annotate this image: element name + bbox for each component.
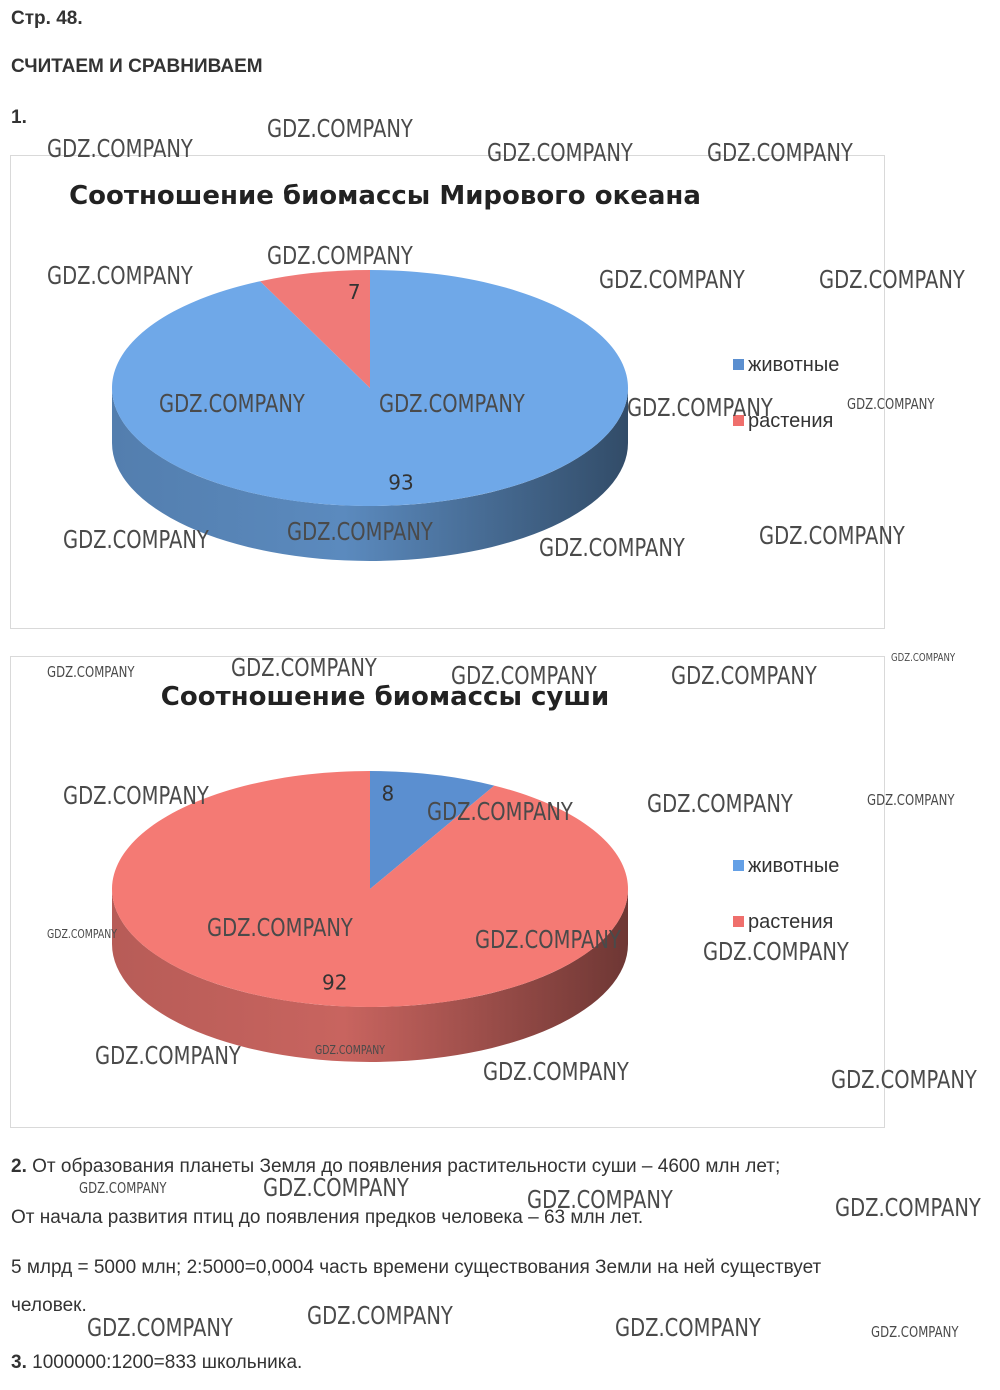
- watermark: GDZ.COMPANY: [207, 913, 353, 942]
- watermark: GDZ.COMPANY: [867, 791, 955, 809]
- watermark: GDZ.COMPANY: [871, 1323, 959, 1341]
- task-2-line-3: 5 млрд = 5000 млн; 2:5000=0,0004 часть в…: [11, 1257, 822, 1278]
- pie-slice-side: [112, 388, 628, 561]
- watermark: GDZ.COMPANY: [63, 525, 209, 554]
- watermark: GDZ.COMPANY: [475, 925, 621, 954]
- legend-label: растения: [748, 410, 833, 432]
- watermark: GDZ.COMPANY: [647, 789, 793, 818]
- watermark: GDZ.COMPANY: [315, 1043, 386, 1057]
- watermark: GDZ.COMPANY: [47, 663, 135, 681]
- watermark: GDZ.COMPANY: [451, 661, 597, 690]
- legend-label: животные: [748, 354, 839, 376]
- data-label: 92: [322, 971, 347, 995]
- watermark: GDZ.COMPANY: [483, 1057, 629, 1086]
- watermark: GDZ.COMPANY: [835, 1193, 981, 1222]
- watermark: GDZ.COMPANY: [159, 389, 305, 418]
- watermark: GDZ.COMPANY: [231, 653, 377, 682]
- task-3-line: 3. 1000000:1200=833 школьника.: [11, 1352, 302, 1374]
- watermark: GDZ.COMPANY: [703, 937, 849, 966]
- data-label: 93: [388, 470, 413, 494]
- task-2-text-1: От образования планеты Земля до появлени…: [32, 1156, 781, 1177]
- watermark: GDZ.COMPANY: [527, 1185, 673, 1214]
- pie-slice: [260, 270, 370, 388]
- task-2-line-2: От начала развития птиц до появления пре…: [11, 1207, 644, 1228]
- watermark: GDZ.COMPANY: [819, 265, 965, 294]
- legend-swatch: [733, 860, 744, 871]
- task-1-number: 1.: [11, 107, 27, 128]
- watermark: GDZ.COMPANY: [95, 1041, 241, 1070]
- watermark: GDZ.COMPANY: [307, 1301, 453, 1330]
- task-2-line-1: 2. От образования планеты Земля до появл…: [11, 1156, 780, 1178]
- watermark: GDZ.COMPANY: [267, 241, 413, 270]
- watermark: GDZ.COMPANY: [47, 261, 193, 290]
- watermark: GDZ.COMPANY: [707, 138, 853, 167]
- watermark: GDZ.COMPANY: [47, 927, 118, 941]
- legend-label: растения: [748, 911, 833, 933]
- data-label: 8: [382, 781, 395, 805]
- task-2-number: 2.: [11, 1156, 27, 1177]
- chart-title: Соотношение биомассы суши: [161, 682, 609, 712]
- legend-label: животные: [748, 855, 839, 877]
- watermark: GDZ.COMPANY: [287, 517, 433, 546]
- watermark: GDZ.COMPANY: [847, 395, 935, 413]
- pie-slice: [370, 771, 495, 889]
- watermark: GDZ.COMPANY: [891, 651, 956, 664]
- watermark: GDZ.COMPANY: [427, 797, 573, 826]
- task-3-number: 3.: [11, 1352, 27, 1373]
- watermark: GDZ.COMPANY: [671, 661, 817, 690]
- legend-swatch: [733, 359, 744, 370]
- chart-ocean: Соотношение биомассы Мирового океана 93 7 ж…: [10, 155, 885, 629]
- chart-title: Соотношение биомассы Мирового океана: [69, 181, 701, 211]
- data-label: 7: [348, 280, 361, 304]
- watermark: GDZ.COMPANY: [47, 134, 193, 163]
- chart-land-svg: Соотношение биомассы суши 8 92 животные раст…: [111, 682, 839, 1062]
- watermark: GDZ.COMPANY: [759, 521, 905, 550]
- chart-land: Соотношение биомассы суши 8 92 животные раст…: [10, 656, 885, 1128]
- legend-swatch: [733, 916, 744, 927]
- task-3-text: 1000000:1200=833 школьника.: [32, 1352, 303, 1373]
- watermark: GDZ.COMPANY: [627, 393, 773, 422]
- watermark: GDZ.COMPANY: [615, 1313, 761, 1342]
- pie-slice-side: [112, 889, 628, 1062]
- watermark: GDZ.COMPANY: [63, 781, 209, 810]
- watermark: GDZ.COMPANY: [87, 1313, 233, 1342]
- page-header: Стр. 48.: [11, 8, 83, 29]
- pie-slice: [111, 270, 628, 506]
- pie-slice: [111, 771, 628, 1007]
- watermark: GDZ.COMPANY: [599, 265, 745, 294]
- watermark: GDZ.COMPANY: [79, 1179, 167, 1197]
- task-2-line-4: человек.: [11, 1295, 87, 1316]
- watermark: GDZ.COMPANY: [487, 138, 633, 167]
- watermark: GDZ.COMPANY: [539, 533, 685, 562]
- section-title: СЧИТАЕМ И СРАВНИВАЕМ: [11, 56, 263, 77]
- watermark: GDZ.COMPANY: [267, 114, 413, 143]
- watermark: GDZ.COMPANY: [263, 1173, 409, 1202]
- watermark: GDZ.COMPANY: [379, 389, 525, 418]
- legend-swatch: [733, 415, 744, 426]
- watermark: GDZ.COMPANY: [831, 1065, 977, 1094]
- chart-ocean-svg: Соотношение биомассы Мирового океана 93 7 ж…: [69, 181, 839, 561]
